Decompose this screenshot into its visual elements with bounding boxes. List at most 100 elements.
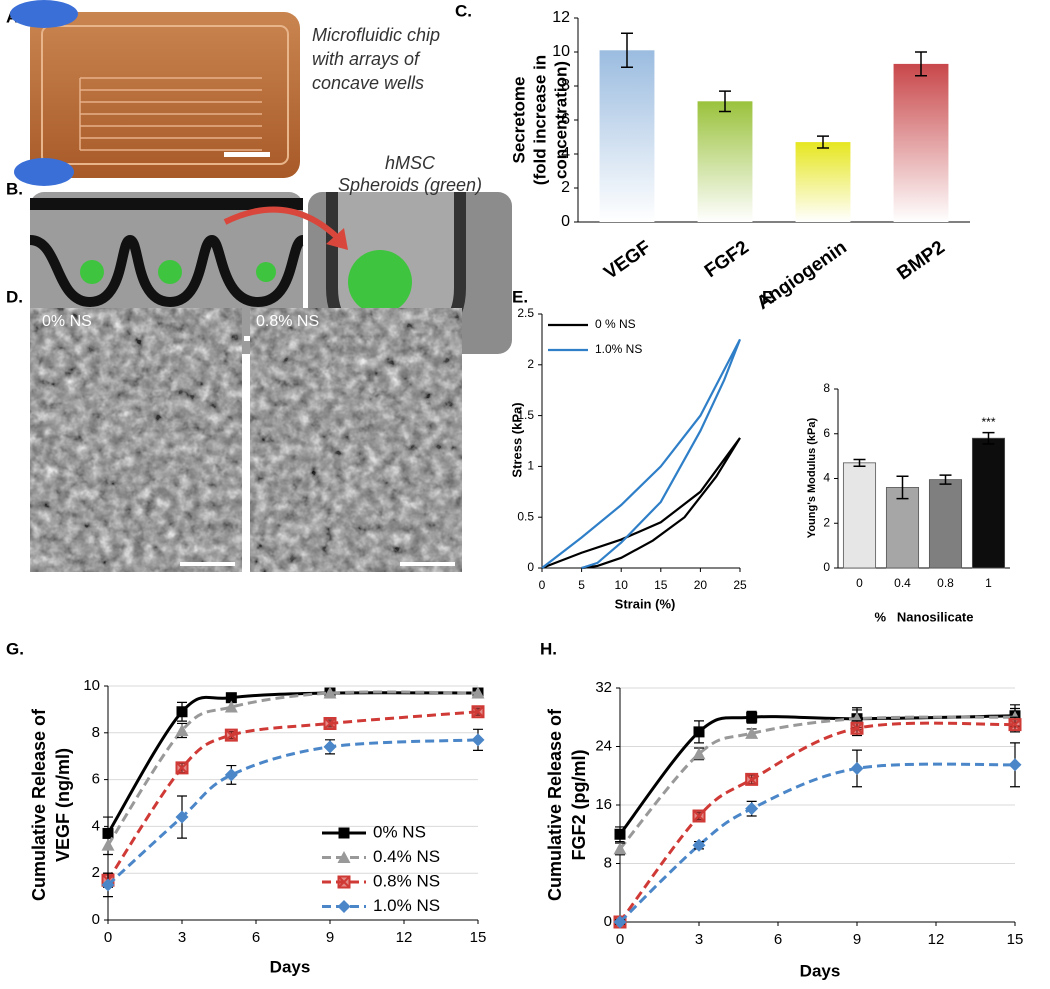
marker <box>692 809 706 823</box>
x-tick-label: 9 <box>853 931 861 948</box>
x-tick-label: 10 <box>615 578 629 592</box>
y-tick-label: 4 <box>823 471 830 485</box>
y-axis-title: Secretome <box>509 77 528 164</box>
marker <box>225 692 237 704</box>
chip-photo <box>10 0 300 186</box>
marker <box>101 838 115 851</box>
x-tick-label: 0.8 <box>937 576 954 590</box>
error-bar <box>915 51 927 77</box>
marker <box>471 686 485 699</box>
marker <box>323 716 337 730</box>
x-axis-title: Days <box>800 961 841 980</box>
y-tick-label: 2.5 <box>517 306 534 320</box>
series-line <box>618 714 1016 836</box>
panel-label: H. <box>540 639 557 658</box>
image-caption: 0.8% NS <box>256 313 319 330</box>
error-bar <box>982 431 995 445</box>
caption: concave wells <box>312 73 424 93</box>
error-bar <box>896 475 909 500</box>
x-tick-label: 1 <box>985 576 992 590</box>
caption: Microfluidic chip <box>312 25 440 45</box>
y-axis-title: Cumulative Release of <box>29 708 49 901</box>
marker <box>323 686 337 699</box>
error-bar <box>719 90 731 113</box>
y-tick-label: 8 <box>92 724 100 741</box>
error-bar <box>817 135 829 149</box>
x-tick-label: 15 <box>1007 931 1024 948</box>
x-tick-label: 0.4 <box>894 576 911 590</box>
panel-label: C. <box>455 1 472 20</box>
marker <box>745 802 759 816</box>
series-line <box>106 690 479 846</box>
marker <box>175 810 189 824</box>
y-tick-label: 1 <box>527 459 534 473</box>
x-tick-label: 0 <box>539 578 546 592</box>
bar <box>697 101 753 222</box>
x-tick-label: BMP2 <box>893 237 948 284</box>
y-tick-label: 4 <box>561 145 570 162</box>
x-axis-title: % Nanosilicate <box>875 609 974 624</box>
legend-label: 0 % NS <box>595 317 636 331</box>
series-line <box>618 715 1016 850</box>
legend-label: 0.8% NS <box>373 871 440 890</box>
y-tick-label: 4 <box>92 817 100 834</box>
error-bar <box>853 458 866 467</box>
x-tick-label: 0 <box>856 576 863 590</box>
series-line <box>106 691 479 835</box>
y-tick-label: 8 <box>561 77 570 94</box>
y-axis-title: Cumulative Release of <box>545 708 565 901</box>
y-axis-title: Young's Modulus (kPa) <box>806 417 818 538</box>
marker <box>323 740 337 754</box>
x-tick-label: 6 <box>774 931 782 948</box>
marker <box>613 842 627 855</box>
x-tick-label: 12 <box>396 929 413 946</box>
panel-label: B. <box>6 179 23 198</box>
y-tick-label: 0 <box>604 913 612 930</box>
x-tick-label: 15 <box>470 929 487 946</box>
y-tick-label: 0 <box>561 213 570 230</box>
marker <box>746 711 758 723</box>
series-line <box>106 738 479 887</box>
marker <box>102 827 114 839</box>
marker <box>471 733 485 747</box>
y-tick-label: 1.5 <box>517 408 534 422</box>
legend-label: 1.0% NS <box>373 896 440 915</box>
panel-label: G. <box>6 639 24 658</box>
y-tick-label: 8 <box>823 381 830 395</box>
y-tick-label: 24 <box>595 737 612 754</box>
bar <box>842 462 877 569</box>
panel-label: E. <box>512 287 528 306</box>
x-axis-title: Days <box>270 957 311 976</box>
marker <box>175 761 189 775</box>
caption: Spheroids (green) <box>338 175 482 195</box>
error-bar <box>939 474 952 485</box>
x-tick-label: 9 <box>326 929 334 946</box>
x-tick-label: 3 <box>695 931 703 948</box>
y-tick-label: 6 <box>561 111 570 128</box>
y-tick-label: 10 <box>552 43 570 60</box>
marker <box>337 900 351 913</box>
marker <box>337 851 351 863</box>
marker <box>693 726 705 738</box>
x-tick-label: 5 <box>578 578 585 592</box>
y-axis-title: concentration) <box>551 61 570 179</box>
y-tick-label: 12 <box>552 9 570 26</box>
marker <box>224 768 238 782</box>
marker <box>176 706 188 718</box>
marker <box>337 875 351 889</box>
y-tick-label: 0 <box>92 911 100 928</box>
panel-label: D. <box>6 287 23 306</box>
y-tick-label: 6 <box>823 426 830 440</box>
bar <box>885 487 920 569</box>
bar <box>893 63 949 223</box>
y-tick-label: 2 <box>561 179 570 196</box>
marker <box>471 705 485 719</box>
marker <box>850 761 864 775</box>
caption: hMSC <box>385 153 436 173</box>
y-tick-label: 10 <box>83 677 100 694</box>
marker <box>614 828 626 840</box>
legend-label: 0.4% NS <box>373 847 440 866</box>
marker <box>613 915 627 929</box>
y-tick-label: 0 <box>527 560 534 574</box>
